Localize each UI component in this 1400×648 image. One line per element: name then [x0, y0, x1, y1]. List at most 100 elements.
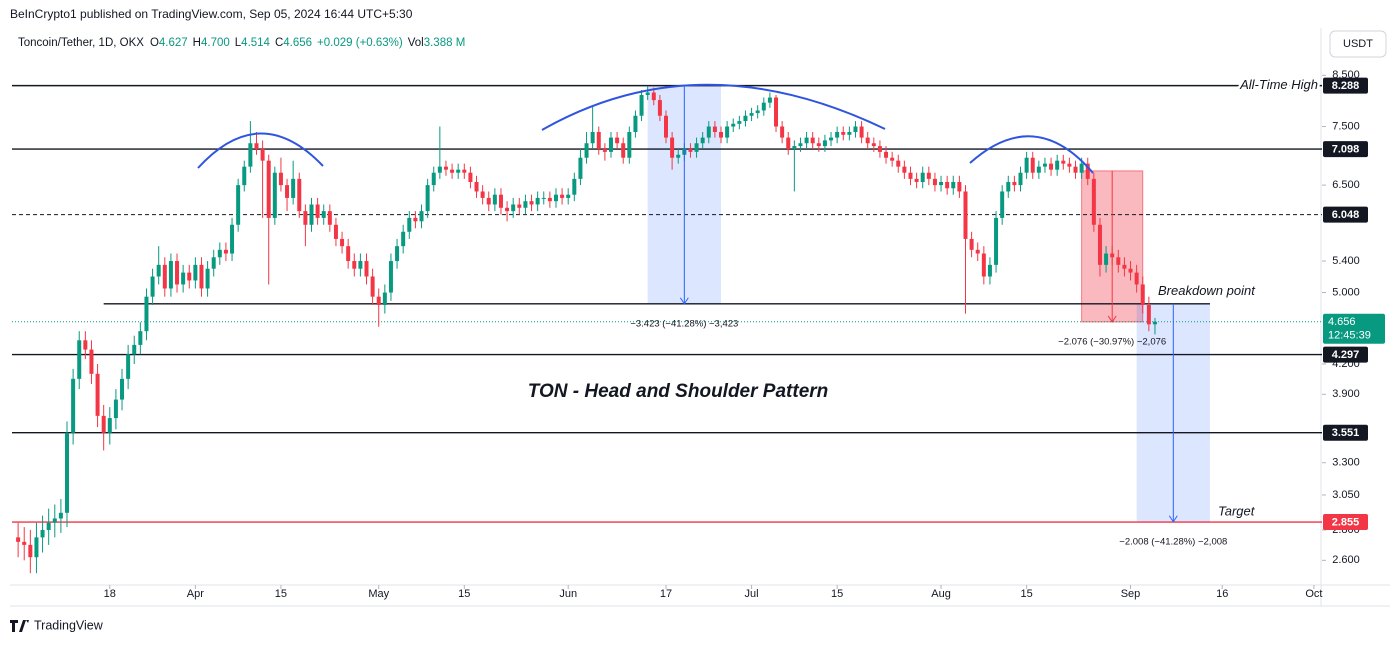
candle-body [639, 95, 644, 116]
candle-body [633, 115, 638, 133]
candle-body [553, 194, 558, 202]
legend-volume-label: Vol [408, 37, 424, 49]
candle-body [664, 115, 668, 138]
legend-value: 4.627 [159, 37, 188, 49]
currency[interactable]: USDT [1343, 38, 1373, 50]
candle-body [712, 126, 717, 133]
x-tick-label: 17 [660, 588, 672, 600]
candle-body [719, 132, 724, 138]
y-tick-label: 6.500 [1332, 179, 1360, 191]
measure-arrowhead [1168, 515, 1178, 523]
candle-body [1073, 166, 1078, 173]
x-tick-label: 15 [1020, 588, 1032, 600]
candle-body [615, 137, 620, 144]
candle-body [902, 166, 907, 173]
candle-body [156, 264, 161, 277]
candle-body [737, 121, 742, 124]
candle-body [34, 537, 39, 558]
candle-body [749, 113, 754, 116]
axis-layer: 8.5007.5006.5005.4005.0004.2003.9003.300… [104, 69, 1385, 600]
candle-body [1140, 284, 1145, 306]
candle-body [456, 169, 461, 173]
candle-body [95, 373, 100, 416]
x-tick-label: Apr [187, 588, 204, 600]
x-tick-label: Jun [559, 588, 577, 600]
candle-body [767, 97, 772, 103]
publisher: BeInCrypto1 published on TradingView.com… [10, 7, 413, 21]
candle-body [443, 166, 448, 170]
candle-body [566, 194, 571, 198]
legend-volume-value: 3.388 M [424, 37, 466, 49]
candle-body [388, 261, 393, 293]
legend-label: O [150, 37, 159, 49]
candle-body [266, 160, 271, 218]
right-shoulder-arc [969, 135, 1094, 174]
candle-body [743, 115, 748, 122]
candle-body [651, 92, 656, 101]
candle-body [1079, 163, 1084, 173]
candle-body [46, 522, 51, 530]
candle-body [780, 126, 785, 138]
candle-body [939, 181, 944, 186]
measure-label: −3.423 (−41.28%) −3,423 [630, 318, 738, 329]
candle-body [187, 272, 192, 281]
current-price-label: 4.656 [1328, 316, 1356, 328]
candle-body [822, 140, 827, 147]
level-price-box [1323, 141, 1368, 158]
candle-body [486, 197, 491, 205]
candle-body [584, 143, 589, 158]
candle-body [260, 148, 265, 161]
legend-value: 4.656 [283, 37, 312, 49]
candle-body [920, 172, 925, 182]
candle-body [590, 132, 595, 144]
candle-body [83, 340, 88, 350]
x-tick-label: 18 [104, 588, 116, 600]
level-price-label: 6.048 [1332, 209, 1360, 221]
candle-body [572, 178, 577, 195]
candle-body [1055, 160, 1060, 170]
pattern-title: TON - Head and Shoulder Pattern [528, 381, 829, 402]
level-price-box [1323, 346, 1368, 363]
candle-body [505, 207, 510, 212]
candle-body [230, 224, 235, 254]
y-tick-label: 3.050 [1332, 489, 1360, 501]
candle-body [981, 253, 986, 277]
candle-body [1085, 163, 1090, 179]
candle-body [175, 261, 180, 285]
candle-body [1091, 178, 1096, 225]
candle-body [370, 276, 375, 297]
candle-body [657, 100, 662, 116]
left-shoulder-arc [197, 132, 324, 169]
candle-body [1116, 257, 1121, 265]
candle-body [529, 201, 534, 205]
candle-body [523, 201, 528, 208]
candle-body [1024, 157, 1029, 173]
candle-body [804, 137, 809, 144]
candle-body [890, 157, 895, 161]
candle-body [480, 191, 485, 198]
background-layer [12, 84, 1322, 523]
candle-body [248, 143, 253, 167]
y-tick-label: 5.400 [1332, 255, 1360, 267]
level-price-box [1323, 77, 1368, 94]
candle-body [181, 272, 186, 285]
candle-body [333, 224, 338, 239]
candle-body [511, 204, 516, 212]
level-price-label: 3.551 [1332, 427, 1360, 439]
candle-body [829, 137, 834, 141]
candle-body [193, 264, 198, 281]
candle-body [340, 238, 345, 247]
candle-body [162, 264, 167, 289]
candle-body [168, 261, 173, 289]
candle-body [676, 154, 681, 158]
candle-body [847, 132, 852, 135]
candle-body [211, 257, 216, 269]
currency-button[interactable] [1329, 30, 1387, 58]
candle-body [101, 415, 106, 433]
candle-body [254, 143, 259, 149]
candle-body [969, 238, 974, 250]
candle-body [450, 169, 455, 173]
legend-label: C [275, 37, 283, 49]
candle-body [841, 132, 846, 135]
